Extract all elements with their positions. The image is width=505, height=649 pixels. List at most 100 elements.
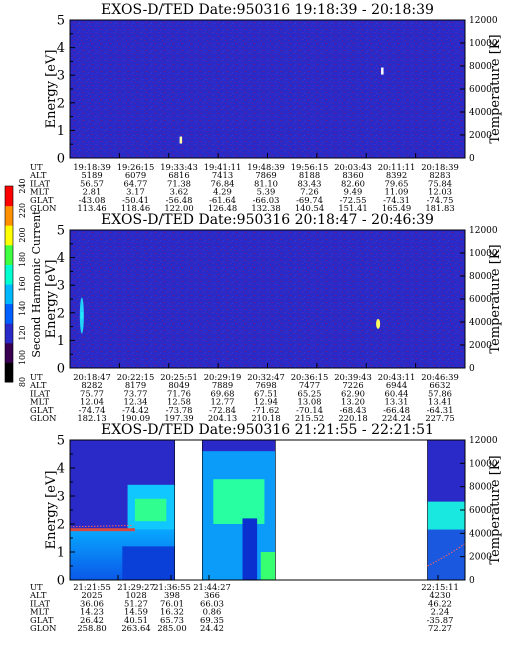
ephemeris-value: 5189: [81, 170, 102, 180]
ephemeris-value: 215.52: [295, 413, 324, 423]
ephemeris-value: 13.20: [341, 397, 365, 407]
ephemeris-value: -74.31: [383, 195, 410, 205]
y2-tick-label: 0: [469, 154, 475, 164]
ephemeris-value: 56.57: [80, 178, 104, 188]
y2-tick-label: 2000: [469, 553, 492, 563]
ephemeris-value: 21:44:27: [193, 582, 231, 592]
ephemeris-value: 12.77: [211, 397, 235, 407]
ephemeris-value: 181.83: [425, 203, 454, 213]
spectrogram-spot: [179, 136, 183, 144]
ephemeris-value: -50.41: [122, 195, 149, 205]
ephemeris-value: 71.76: [167, 388, 191, 398]
ephemeris-value: 122.00: [164, 203, 193, 213]
y-tick-label: 4: [57, 41, 65, 56]
y2-tick-label: 6000: [469, 85, 492, 95]
colorbar-label: Second Harmonic Current: [30, 210, 43, 358]
y2-tick-label: 12000: [469, 436, 498, 446]
colorbar-frame: [4, 185, 14, 383]
ephemeris-value: 19:33:43: [160, 162, 198, 172]
ephemeris-value: 20:18:39: [421, 162, 459, 172]
ephemeris-label: MLT: [30, 607, 49, 617]
ephemeris-label: GLAT: [30, 195, 54, 205]
spectrogram-spot: [376, 318, 381, 329]
ephemeris-value: -72.84: [209, 405, 236, 415]
ephemeris-value: 20:36:15: [291, 372, 329, 382]
colorbar-tick-label: 220: [18, 203, 27, 218]
y-tick-label: 2: [57, 518, 65, 533]
spectrogram-spot: [79, 297, 84, 334]
ephemeris-label: ALT: [29, 590, 47, 600]
ephemeris-value: 26.42: [80, 615, 104, 625]
ephemeris-value: 40.51: [124, 615, 148, 625]
colorbar-swatch: [5, 264, 13, 285]
ephemeris-value: 20:22:15: [117, 372, 155, 382]
ephemeris-value: 12.94: [254, 397, 278, 407]
colorbar-tick-label: 80: [18, 377, 27, 387]
ephemeris-value: 7477: [299, 380, 320, 390]
ephemeris-value: 9.49: [344, 187, 363, 197]
spectrogram-band: [427, 501, 465, 530]
chart-title: EXOS-D/TED Date:950316 21:21:55 - 22:21:…: [101, 422, 434, 438]
spectrogram-band: [122, 546, 175, 580]
ephemeris-value: 7698: [255, 380, 276, 390]
ephemeris-label: UT: [30, 162, 43, 172]
ephemeris-value: 22:15:11: [421, 582, 459, 592]
y2-tick-label: 10000: [469, 249, 498, 259]
ephemeris-value: 20:18:47: [73, 372, 111, 382]
ephemeris-value: 227.75: [425, 413, 454, 423]
ephemeris-label: GLON: [30, 623, 56, 633]
colorbar-tick-label: 240: [18, 178, 27, 193]
ephemeris-value: 24.42: [200, 623, 224, 633]
ephemeris-value: -64.31: [427, 405, 454, 415]
y2-tick-label: 0: [469, 576, 475, 586]
spectrogram-panel-2: EXOS-D/TED Date:950316 20:18:47 - 20:46:…: [29, 212, 503, 423]
ephemeris-label: UT: [30, 372, 43, 382]
spectrogram-spot: [381, 67, 384, 75]
ephemeris-value: 8188: [299, 170, 320, 180]
y-tick-label: 0: [57, 152, 65, 167]
y2-tick-label: 2000: [469, 131, 492, 141]
y2-tick-label: 0: [469, 364, 475, 374]
ephemeris-value: 3.17: [126, 187, 145, 197]
ephemeris-value: 2.81: [83, 187, 102, 197]
colorbar-swatch: [5, 323, 13, 344]
ephemeris-value: -68.43: [340, 405, 367, 415]
y2-tick-label: 4000: [469, 529, 492, 539]
ephemeris-value: 8392: [386, 170, 407, 180]
ephemeris-label: GLAT: [30, 405, 54, 415]
ephemeris-value: 165.49: [382, 203, 411, 213]
y-tick-label: 4: [57, 462, 65, 477]
ephemeris-value: 19:18:39: [73, 162, 111, 172]
chart-title: EXOS-D/TED Date:950316 20:18:47 - 20:46:…: [101, 212, 434, 228]
y2-tick-label: 8000: [469, 62, 492, 72]
colorbar-swatch: [5, 225, 13, 246]
y2-tick-label: 8000: [469, 483, 492, 493]
y-tick-label: 3: [57, 490, 65, 505]
chart-title: EXOS-D/TED Date:950316 19:18:39 - 20:18:…: [101, 2, 434, 18]
ephemeris-value: 263.64: [121, 623, 150, 633]
y2-tick-label: 6000: [469, 506, 492, 516]
ephemeris-value: -74.75: [427, 195, 454, 205]
y-tick-label: 3: [57, 69, 65, 84]
ephemeris-value: 20:46:39: [421, 372, 459, 382]
ephemeris-value: -70.14: [296, 405, 323, 415]
ephemeris-value: 210.18: [251, 413, 280, 423]
ephemeris-value: 4.29: [213, 187, 232, 197]
ephemeris-value: 126.48: [208, 203, 237, 213]
ephemeris-value: -66.48: [383, 405, 410, 415]
ephemeris-value: 132.38: [251, 203, 280, 213]
y2-tick-label: 4000: [469, 108, 492, 118]
spectrogram-band: [260, 552, 276, 580]
y-tick-label: 3: [57, 279, 65, 294]
ephemeris-label: ILAT: [30, 388, 50, 398]
y-tick-label: 4: [57, 251, 65, 266]
y2-tick-label: 10000: [469, 39, 498, 49]
ephemeris-value: 19:56:15: [291, 162, 329, 172]
ephemeris-value: -72.55: [340, 195, 367, 205]
y2-tick-label: 2000: [469, 341, 492, 351]
y2-tick-label: 12000: [469, 16, 498, 26]
ephemeris-value: 57.86: [428, 388, 452, 398]
y-tick-label: 5: [57, 224, 65, 239]
spectrogram-band: [134, 498, 167, 522]
